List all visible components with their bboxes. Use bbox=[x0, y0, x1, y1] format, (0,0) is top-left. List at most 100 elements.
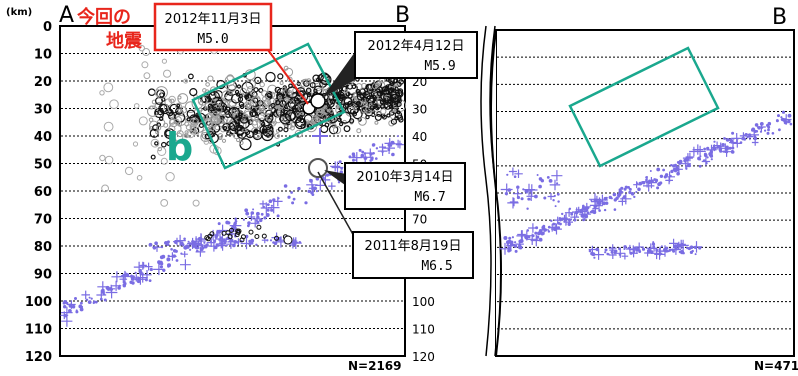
deep-event bbox=[559, 213, 572, 226]
region-b-label: b bbox=[166, 125, 193, 169]
shallow-event bbox=[296, 112, 301, 117]
shallow-event bbox=[258, 87, 264, 93]
deep-event bbox=[633, 195, 636, 199]
deep-event bbox=[194, 245, 198, 249]
deep-event bbox=[517, 230, 526, 239]
leader-current bbox=[267, 49, 309, 105]
shallow-event bbox=[142, 48, 151, 56]
left-tick-label: 30 bbox=[34, 103, 52, 118]
shallow-event bbox=[241, 81, 254, 94]
shallow-event bbox=[261, 90, 268, 97]
shallow-event bbox=[227, 234, 233, 240]
deep-event bbox=[557, 221, 561, 225]
shallow-event bbox=[152, 124, 160, 132]
left-region-box bbox=[191, 42, 346, 170]
deep-event bbox=[620, 186, 624, 190]
deep-event bbox=[250, 238, 255, 243]
deep-event bbox=[709, 149, 713, 153]
shallow-event bbox=[344, 89, 348, 94]
shallow-event bbox=[390, 118, 397, 125]
deep-event bbox=[188, 242, 192, 246]
shallow-event bbox=[185, 124, 192, 131]
deep-event bbox=[550, 219, 553, 222]
deep-event bbox=[290, 191, 293, 194]
deep-event bbox=[297, 186, 301, 191]
deep-event bbox=[593, 256, 596, 259]
shallow-event bbox=[287, 107, 292, 113]
deep-event bbox=[140, 262, 147, 269]
deep-event bbox=[568, 207, 572, 210]
shallow-event bbox=[166, 141, 172, 147]
left-right-tick-label: 40 bbox=[412, 130, 427, 144]
deep-event bbox=[260, 212, 264, 216]
deep-event bbox=[608, 195, 612, 200]
shallow-event bbox=[234, 89, 240, 95]
shallow-event bbox=[380, 108, 387, 115]
left-tick-label: 100 bbox=[25, 295, 52, 310]
deep-event bbox=[656, 167, 661, 172]
deep-event bbox=[759, 130, 763, 133]
shallow-event bbox=[99, 154, 106, 162]
shallow-event bbox=[277, 126, 283, 132]
deep-event bbox=[268, 199, 273, 203]
deep-event bbox=[604, 248, 608, 252]
deep-event bbox=[277, 197, 280, 200]
shallow-event bbox=[339, 121, 344, 127]
deep-event bbox=[635, 247, 640, 252]
deep-event bbox=[214, 235, 218, 239]
shallow-event bbox=[148, 117, 154, 123]
shallow-event bbox=[161, 141, 167, 148]
shallow-event bbox=[138, 116, 148, 126]
deep-event bbox=[670, 169, 674, 174]
shallow-event bbox=[186, 129, 195, 139]
shallow-event bbox=[244, 93, 252, 101]
shallow-event bbox=[294, 103, 302, 111]
deep-event bbox=[689, 146, 699, 157]
deep-event bbox=[245, 234, 249, 239]
eq3-box bbox=[344, 162, 466, 210]
shallow-event bbox=[343, 125, 351, 133]
deep-event bbox=[660, 245, 663, 248]
shallow-event bbox=[238, 117, 250, 129]
deep-event bbox=[548, 179, 553, 183]
eq3-mag: M6.7 bbox=[414, 190, 445, 205]
deep-event bbox=[698, 246, 702, 250]
shallow-event bbox=[253, 87, 259, 93]
deep-event bbox=[294, 242, 297, 245]
deep-event bbox=[627, 186, 630, 189]
deep-event bbox=[503, 236, 508, 240]
deep-event bbox=[551, 170, 563, 182]
deep-event bbox=[191, 244, 196, 248]
shallow-event bbox=[168, 125, 176, 133]
count-label-left: N=2169 bbox=[348, 359, 402, 373]
shallow-event bbox=[254, 234, 260, 239]
deep-event bbox=[685, 152, 695, 162]
event-2011-08-19 bbox=[283, 235, 293, 245]
deep-event bbox=[676, 171, 680, 176]
deep-event bbox=[731, 131, 735, 135]
shallow-event bbox=[333, 125, 342, 135]
deep-event bbox=[638, 250, 642, 254]
deep-event bbox=[564, 208, 574, 217]
deep-event bbox=[559, 219, 562, 222]
deep-event bbox=[703, 147, 706, 151]
deep-event bbox=[744, 133, 748, 137]
deep-event bbox=[766, 131, 770, 135]
deep-event bbox=[764, 129, 767, 132]
shallow-event bbox=[208, 91, 220, 103]
shallow-event bbox=[263, 113, 269, 119]
deep-event bbox=[213, 239, 217, 243]
deep-event bbox=[706, 146, 710, 150]
deep-event bbox=[547, 193, 555, 200]
shallow-event bbox=[289, 125, 295, 131]
shallow-event bbox=[214, 99, 225, 111]
deep-event bbox=[654, 249, 665, 260]
deep-event bbox=[725, 150, 729, 154]
deep-event bbox=[137, 272, 148, 283]
deep-event bbox=[234, 220, 238, 223]
deep-event bbox=[582, 213, 586, 217]
deep-event bbox=[669, 238, 679, 248]
deep-event bbox=[175, 259, 179, 262]
shallow-event bbox=[248, 229, 254, 235]
shallow-event bbox=[104, 155, 114, 165]
